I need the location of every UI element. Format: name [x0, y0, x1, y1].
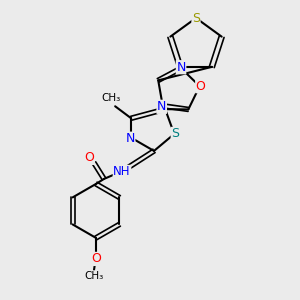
Text: N: N: [125, 132, 135, 145]
Text: CH₃: CH₃: [84, 271, 104, 281]
Text: O: O: [84, 152, 94, 164]
Text: N: N: [176, 61, 186, 74]
Text: S: S: [171, 128, 179, 140]
Text: NH: NH: [113, 165, 131, 178]
Text: N: N: [157, 100, 166, 113]
Text: S: S: [192, 11, 200, 25]
Text: CH₃: CH₃: [101, 93, 121, 103]
Text: O: O: [196, 80, 206, 93]
Text: O: O: [91, 252, 101, 266]
